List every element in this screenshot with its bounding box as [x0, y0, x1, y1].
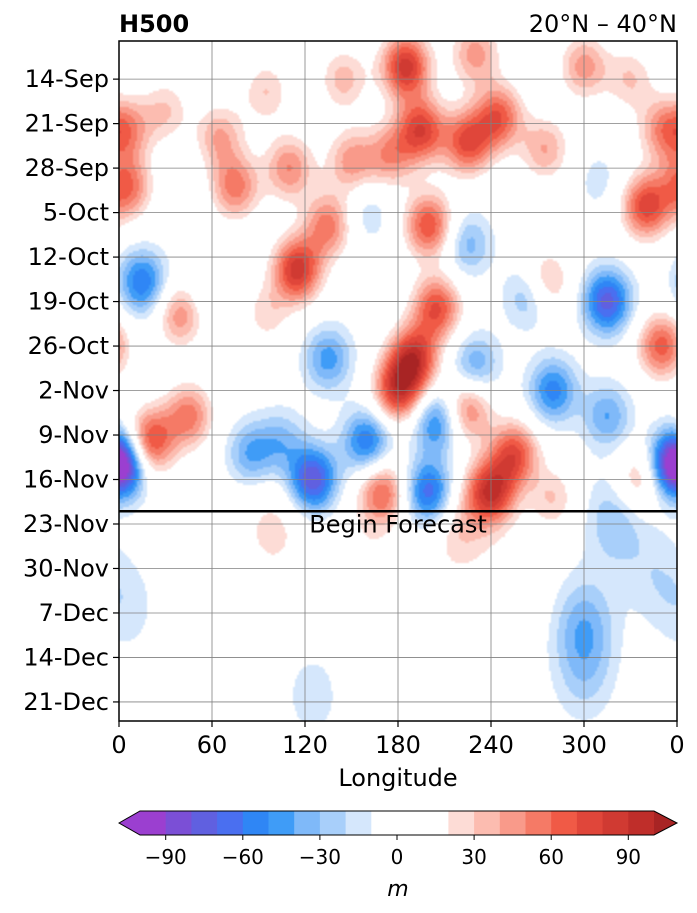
colorbar-tick-label: 90: [616, 845, 641, 869]
colorbar-swatch: [165, 811, 192, 835]
x-tick-label: 120: [282, 731, 328, 759]
colorbar-swatch: [140, 811, 167, 835]
y-tick-label: 14-Dec: [23, 643, 109, 671]
colorbar-swatch: [191, 811, 218, 835]
y-tick-label: 21-Sep: [25, 110, 109, 138]
y-tick-label: 28-Sep: [25, 154, 109, 182]
colorbar-outline: [117, 810, 679, 836]
colorbar-swatch: [422, 811, 449, 835]
x-tick-label: 60: [197, 731, 228, 759]
x-tick-label: 0: [111, 731, 126, 759]
y-tick-label: 9-Nov: [38, 421, 109, 449]
y-tick-label: 2-Nov: [38, 377, 109, 405]
y-tick-label: 12-Oct: [28, 243, 109, 271]
y-tick-label: 30-Nov: [23, 554, 109, 582]
y-tick-label: 16-Nov: [23, 466, 109, 494]
colorbar-swatch: [474, 811, 501, 835]
y-tick-label: 26-Oct: [28, 332, 109, 360]
y-tick-label: 14-Sep: [25, 65, 109, 93]
y-tick-label: 7-Dec: [39, 599, 109, 627]
colorbar-extend-over: [654, 811, 677, 835]
plot-area: Begin Forecast: [118, 40, 678, 722]
colorbar-tick-label: 60: [538, 845, 563, 869]
y-tick-label: 5-Oct: [43, 199, 109, 227]
x-tick-label: 0: [669, 731, 684, 759]
colorbar: −90 −60 −30 0 30 60 90: [117, 810, 679, 869]
x-axis-label: Longitude: [338, 764, 457, 792]
colorbar-swatch: [551, 811, 578, 835]
colorbar-swatch: [319, 811, 347, 835]
y-axis: 14-Sep 21-Sep 28-Sep 5-Oct 12-Oct 19-Oct 26-Oc…: [23, 65, 119, 716]
chart-subtitle: 20°N – 40°N: [529, 10, 677, 38]
chart-title: H500: [119, 10, 189, 38]
y-tick-label: 21-Dec: [23, 688, 109, 716]
colorbar-label: m: [387, 877, 408, 902]
colorbar-tick-label: −60: [222, 845, 264, 869]
colorbar-swatch: [294, 811, 321, 835]
colorbar-tick-label: −30: [299, 845, 341, 869]
x-axis: 0 60 120 180 240 300 0: [111, 721, 685, 759]
colorbar-swatch: [345, 811, 372, 835]
colorbar-swatch: [602, 811, 629, 835]
colorbar-tick-label: 0: [391, 845, 404, 869]
forecast-annotation: Begin Forecast: [309, 510, 487, 538]
x-tick-label: 240: [468, 731, 514, 759]
colorbar-tick-label: −90: [145, 845, 187, 869]
colorbar-swatch: [268, 811, 295, 835]
x-tick-label: 300: [561, 731, 607, 759]
colorbar-swatch: [525, 811, 552, 835]
colorbar-swatch: [628, 811, 655, 835]
colorbar-swatch: [499, 811, 527, 835]
colorbar-extend-under: [119, 811, 140, 835]
colorbar-swatch: [576, 811, 604, 835]
colorbar-swatch: [242, 811, 270, 835]
colorbar-swatch: [217, 811, 244, 835]
x-tick-label: 180: [375, 731, 421, 759]
colorbar-tick-label: 30: [461, 845, 486, 869]
colorbar-swatch: [371, 811, 424, 835]
colorbar-swatch: [448, 811, 475, 835]
y-tick-label: 19-Oct: [28, 288, 109, 316]
y-tick-label: 23-Nov: [23, 510, 109, 538]
